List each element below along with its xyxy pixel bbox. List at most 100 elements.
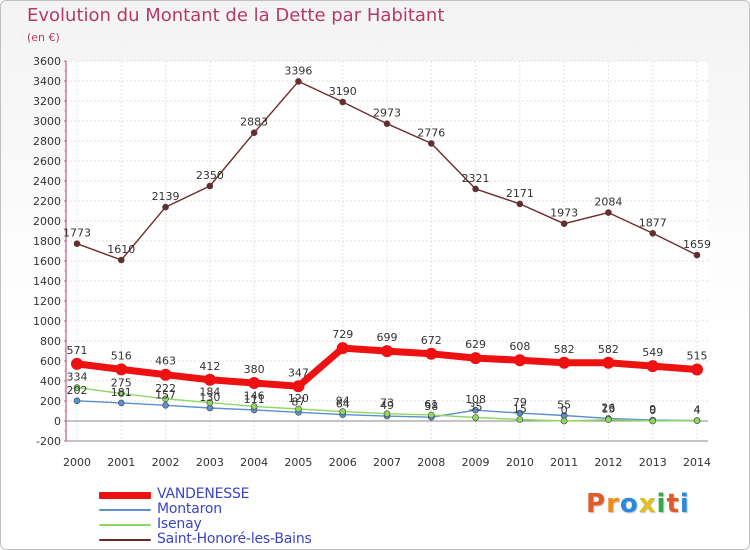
logo-letter: i bbox=[679, 489, 690, 519]
y-tick-label: 1600 bbox=[33, 255, 61, 268]
y-tick-label: 1000 bbox=[33, 315, 61, 328]
data-point-vandenesse bbox=[691, 363, 703, 376]
data-point-isenay bbox=[605, 416, 612, 424]
data-point-saint-honor-les-bains bbox=[649, 230, 657, 237]
data-label-isenay: 73 bbox=[380, 397, 394, 410]
data-point-isenay bbox=[117, 390, 125, 397]
y-tick-label: 2600 bbox=[33, 155, 61, 168]
y-tick-label: 2400 bbox=[33, 175, 61, 188]
y-tick-label: 2800 bbox=[33, 135, 61, 148]
y-tick-label: 200 bbox=[40, 395, 61, 408]
x-tick-label: 2009 bbox=[462, 456, 490, 469]
x-tick-label: 2007 bbox=[373, 456, 401, 469]
data-label-montaron: 49 bbox=[380, 399, 394, 412]
data-point-saint-honor-les-bains bbox=[693, 251, 701, 259]
data-label-montaron: 202 bbox=[67, 384, 88, 397]
data-point-saint-honor-les-bains bbox=[339, 98, 347, 106]
data-point-saint-honor-les-bains bbox=[427, 140, 435, 147]
data-label-saint-honor-les-bains: 1610 bbox=[107, 243, 135, 256]
data-point-saint-honor-les-bains bbox=[383, 120, 391, 127]
data-label-montaron: 111 bbox=[244, 393, 265, 406]
x-tick-label: 2002 bbox=[152, 456, 180, 469]
data-point-isenay bbox=[472, 414, 479, 421]
x-tick-label: 2000 bbox=[63, 456, 91, 469]
x-tick-label: 2003 bbox=[196, 456, 224, 469]
data-label-montaron: 26 bbox=[601, 401, 615, 414]
data-label-saint-honor-les-bains: 2776 bbox=[417, 126, 445, 139]
data-point-vandenesse bbox=[558, 356, 571, 369]
y-tick-label: 3200 bbox=[33, 95, 61, 108]
logo-letter: x bbox=[638, 489, 657, 519]
x-tick-label: 2012 bbox=[594, 456, 622, 469]
data-point-saint-honor-les-bains bbox=[206, 182, 214, 190]
data-point-saint-honor-les-bains bbox=[162, 203, 169, 211]
x-tick-label: 2013 bbox=[639, 456, 667, 469]
axes: -200020040060080010001200140016001800200… bbox=[33, 55, 711, 469]
logo-letter: i bbox=[656, 489, 667, 519]
data-label-saint-honor-les-bains: 2973 bbox=[373, 107, 401, 120]
data-point-vandenesse bbox=[602, 356, 615, 369]
data-label-isenay: 13 bbox=[601, 403, 615, 416]
data-label-isenay: 0 bbox=[649, 404, 656, 417]
data-label-vandenesse: 629 bbox=[465, 338, 486, 351]
proxiti-logo: Proxiti bbox=[586, 489, 690, 519]
data-label-saint-honor-les-bains: 1973 bbox=[550, 207, 578, 220]
data-label-vandenesse: 515 bbox=[687, 350, 708, 363]
data-label-vandenesse: 582 bbox=[554, 343, 575, 356]
x-tick-label: 2010 bbox=[506, 456, 534, 469]
data-label-saint-honor-les-bains: 2171 bbox=[506, 187, 534, 200]
y-tick-label: 400 bbox=[40, 375, 61, 388]
data-point-montaron bbox=[73, 397, 81, 405]
data-label-montaron: 108 bbox=[465, 393, 486, 406]
legend-swatch bbox=[99, 524, 151, 526]
data-label-saint-honor-les-bains: 3396 bbox=[284, 64, 312, 77]
data-label-vandenesse: 699 bbox=[377, 331, 398, 344]
y-tick-label: -200 bbox=[36, 435, 61, 448]
data-point-saint-honor-les-bains bbox=[560, 220, 568, 227]
data-point-vandenesse bbox=[159, 368, 172, 381]
data-point-montaron bbox=[117, 399, 125, 407]
y-tick-label: 3600 bbox=[33, 55, 61, 68]
data-label-montaron: 38 bbox=[424, 400, 438, 413]
x-tick-label: 2008 bbox=[417, 456, 445, 469]
data-label-vandenesse: 571 bbox=[67, 344, 88, 357]
data-label-vandenesse: 672 bbox=[421, 334, 442, 347]
data-label-isenay: 35 bbox=[469, 401, 483, 414]
data-point-montaron bbox=[472, 406, 479, 414]
x-tick-label: 2014 bbox=[683, 456, 711, 469]
data-point-vandenesse bbox=[513, 354, 526, 367]
x-tick-label: 2005 bbox=[284, 456, 312, 469]
data-point-saint-honor-les-bains bbox=[605, 209, 612, 216]
y-tick-label: 2000 bbox=[33, 215, 61, 228]
data-label-montaron: 87 bbox=[291, 395, 305, 408]
y-tick-label: 3000 bbox=[33, 115, 61, 128]
y-tick-label: 1800 bbox=[33, 235, 61, 248]
data-point-vandenesse bbox=[336, 342, 349, 355]
y-tick-label: 1200 bbox=[33, 295, 61, 308]
data-label-montaron: 64 bbox=[336, 398, 350, 411]
data-label-isenay: 120 bbox=[288, 392, 309, 405]
data-label-isenay: 15 bbox=[513, 403, 527, 416]
data-label-isenay: 4 bbox=[694, 404, 701, 417]
y-tick-label: 3400 bbox=[33, 75, 61, 88]
data-label-vandenesse: 412 bbox=[199, 360, 220, 373]
data-label-isenay: 275 bbox=[111, 377, 132, 390]
data-point-isenay bbox=[295, 405, 302, 413]
logo-letter: o bbox=[619, 489, 639, 519]
data-point-saint-honor-les-bains bbox=[73, 240, 81, 247]
data-point-saint-honor-les-bains bbox=[472, 185, 479, 193]
data-label-isenay: 146 bbox=[244, 389, 265, 402]
data-label-montaron: 130 bbox=[199, 391, 220, 404]
legend-swatch bbox=[99, 509, 151, 511]
logo-letter: P bbox=[586, 489, 607, 519]
chart-title: Evolution du Montant de la Dette par Hab… bbox=[27, 5, 445, 26]
data-point-montaron bbox=[516, 409, 524, 417]
x-tick-label: 2011 bbox=[550, 456, 578, 469]
data-label-saint-honor-les-bains: 2883 bbox=[240, 116, 268, 129]
data-point-isenay bbox=[250, 403, 258, 410]
series-saint-honor-les-bains bbox=[73, 78, 701, 264]
y-tick-label: 0 bbox=[54, 415, 61, 428]
series bbox=[71, 78, 703, 425]
data-point-vandenesse bbox=[646, 360, 659, 373]
data-labels: 1773 1610 2139 2350 2883 3396 3190 2973 2776 2321… bbox=[63, 64, 711, 417]
